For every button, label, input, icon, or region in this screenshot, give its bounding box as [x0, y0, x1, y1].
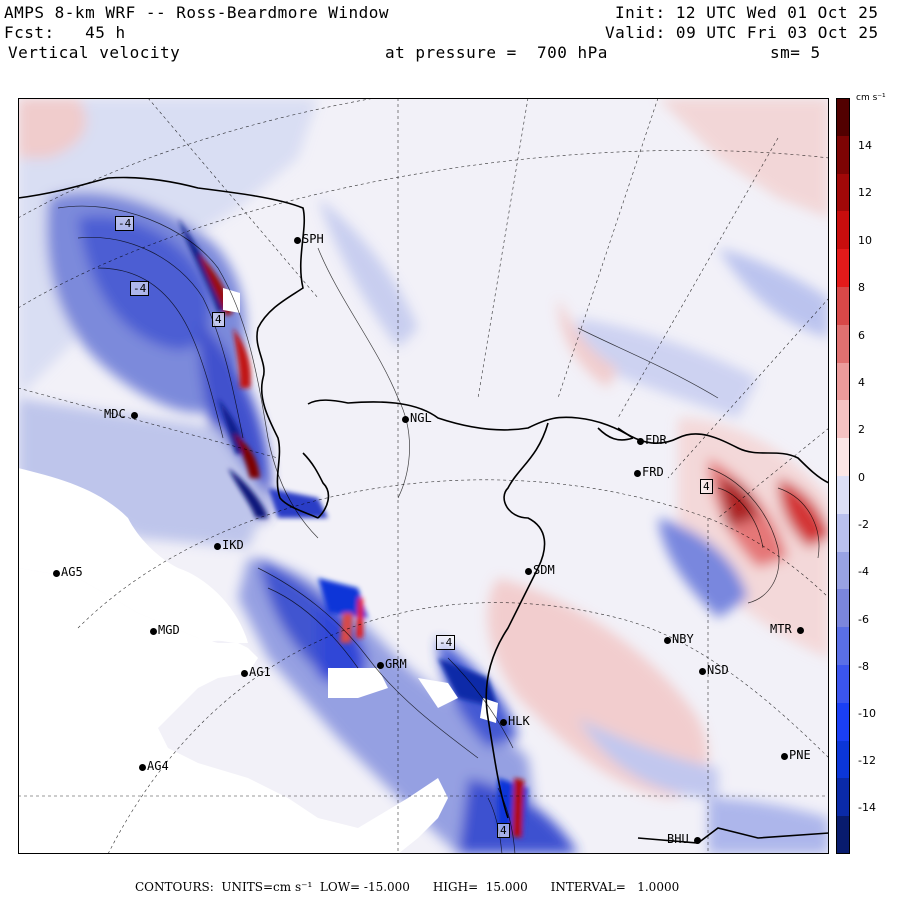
colorbar-tick-label: 10 [858, 234, 872, 247]
colorbar-tick-label: -10 [858, 707, 876, 720]
station-label-mtr: MTR [770, 622, 792, 636]
station-dot-ag4 [139, 764, 146, 771]
station-dot-bhu [694, 837, 701, 844]
station-dot-mgd [150, 628, 157, 635]
station-label-ngl: NGL [410, 411, 432, 425]
colorbar-tick-label: 8 [858, 281, 865, 294]
station-dot-mdc [131, 412, 138, 419]
colorbar-tick-label: 6 [858, 329, 865, 342]
colorbar-swatch [836, 665, 850, 704]
station-label-mdc: MDC [104, 407, 126, 421]
colorbar-swatch [836, 362, 850, 401]
station-dot-mtr [797, 627, 804, 634]
station-dot-frd [634, 470, 641, 477]
colorbar-swatch [836, 324, 850, 364]
station-dot-sph [294, 237, 301, 244]
station-label-bhu: BHU [667, 832, 689, 846]
station-label-ag5: AG5 [61, 565, 83, 579]
colorbar-units: cm s⁻¹ [856, 93, 886, 103]
station-label-frd: FRD [642, 465, 664, 479]
station-dot-ngl [402, 416, 409, 423]
contour-label: 4 [497, 823, 510, 838]
station-dot-nby [664, 637, 671, 644]
colorbar-tick-label: -6 [858, 613, 869, 626]
field-name: Vertical velocity [8, 43, 181, 62]
colorbar-tick-label: 4 [858, 376, 865, 389]
colorbar-swatch [836, 513, 850, 553]
station-dot-nsd [699, 668, 706, 675]
colorbar-swatch [836, 249, 850, 288]
contour-label: -4 [115, 216, 135, 231]
colorbar-tick-label: -14 [858, 801, 876, 814]
station-dot-grm [377, 662, 384, 669]
colorbar-swatch [836, 476, 850, 515]
colorbar-swatch [836, 627, 850, 666]
station-label-sdm: SDM [533, 563, 555, 577]
colorbar-swatch [836, 740, 850, 779]
colorbar-swatch [836, 778, 850, 817]
station-label-grm: GRM [385, 657, 407, 671]
pressure-level: at pressure = 700 hPa [385, 43, 608, 62]
contour-label: -4 [436, 635, 456, 650]
colorbar-tick-label: -8 [858, 660, 869, 673]
forecast-hour: Fcst: 45 h [4, 23, 126, 42]
colorbar-swatch [836, 287, 850, 326]
station-label-hlk: HLK [508, 714, 530, 728]
station-label-mgd: MGD [158, 623, 180, 637]
contour-label: 4 [700, 479, 713, 494]
station-label-nby: NBY [672, 632, 694, 646]
station-dot-ikd [214, 543, 221, 550]
map-title: AMPS 8-km WRF -- Ross-Beardmore Window [4, 3, 390, 22]
contour-info: CONTOURS: UNITS=cm s⁻¹ LOW= -15.000 HIGH… [135, 880, 680, 894]
contour-label: -4 [130, 281, 150, 296]
colorbar-swatch [836, 702, 850, 742]
station-dot-ag1 [241, 670, 248, 677]
vertical-velocity-map [18, 98, 829, 854]
station-dot-fdr [637, 438, 644, 445]
station-dot-pne [781, 753, 788, 760]
colorbar-swatch [836, 400, 850, 439]
colorbar-swatch [836, 211, 850, 250]
station-label-ikd: IKD [222, 538, 244, 552]
colorbar-tick-label: 0 [858, 471, 865, 484]
contour-label: 4 [212, 312, 225, 327]
station-label-fdr: FDR [645, 433, 667, 447]
station-label-pne: PNE [789, 748, 811, 762]
colorbar-swatch [836, 173, 850, 212]
colorbar-tick-label: 14 [858, 139, 872, 152]
colorbar-tick-label: -2 [858, 518, 869, 531]
station-label-ag1: AG1 [249, 665, 271, 679]
valid-time: Valid: 09 UTC Fri 03 Oct 25 [605, 23, 879, 42]
station-dot-hlk [500, 719, 507, 726]
colorbar-swatch [836, 135, 850, 175]
station-label-nsd: NSD [707, 663, 729, 677]
station-dot-ag5 [53, 570, 60, 577]
color-scale-bar [836, 98, 850, 855]
station-label-sph: SPH [302, 232, 324, 246]
colorbar-swatch [836, 438, 850, 477]
colorbar-tick-label: 2 [858, 423, 865, 436]
colorbar-swatch [836, 551, 850, 590]
colorbar-tick-label: 12 [858, 186, 872, 199]
colorbar-tick-label: -12 [858, 754, 876, 767]
station-label-ag4: AG4 [147, 759, 169, 773]
init-time: Init: 12 UTC Wed 01 Oct 25 [615, 3, 879, 22]
colorbar-swatch [836, 816, 850, 855]
station-dot-sdm [525, 568, 532, 575]
colorbar-swatch [836, 589, 850, 628]
colorbar-swatch [836, 98, 850, 137]
colorbar-tick-label: -4 [858, 565, 869, 578]
smoothing: sm= 5 [770, 43, 821, 62]
